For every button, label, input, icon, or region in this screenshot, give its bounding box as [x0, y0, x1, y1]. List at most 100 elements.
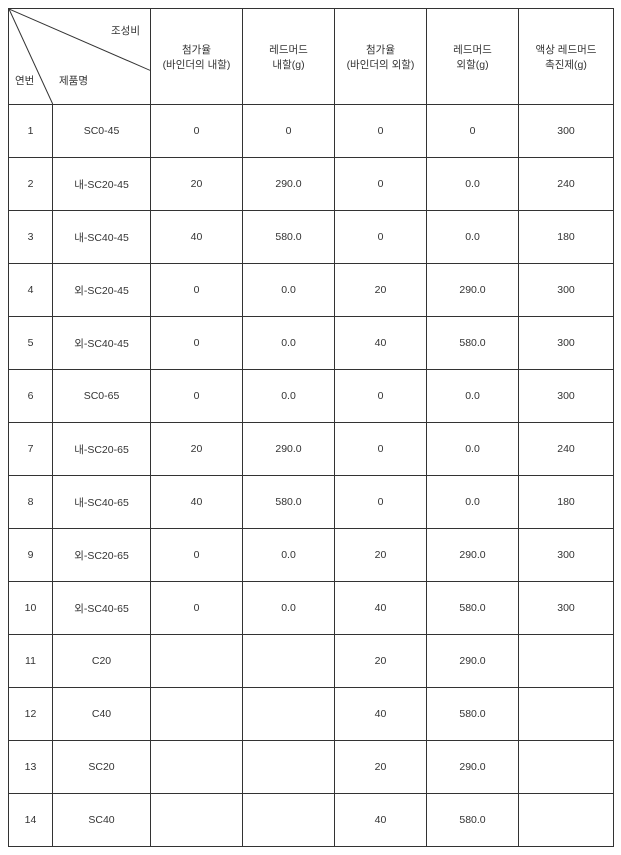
header-text: 액상 레드머드	[536, 44, 597, 56]
cell-additive-inner: 0	[151, 529, 243, 582]
cell-no: 9	[9, 529, 53, 582]
table-row: 7내-SC20-6520290.000.0240	[9, 423, 614, 476]
cell-no: 8	[9, 476, 53, 529]
cell-liquid-redmud	[519, 741, 614, 794]
cell-product-name: 외-SC20-45	[53, 264, 151, 317]
cell-additive-inner	[151, 688, 243, 741]
cell-redmud-outer: 0.0	[427, 476, 519, 529]
cell-additive-inner	[151, 794, 243, 847]
table-row: 13SC2020290.0	[9, 741, 614, 794]
header-text: (바인더의 외할)	[347, 59, 415, 71]
header-row: 조성비 연번 제품명 첨가율 (바인더의 내할) 레드머드 내할(g) 첨가율 …	[9, 9, 614, 105]
cell-liquid-redmud: 300	[519, 264, 614, 317]
cell-redmud-inner	[243, 741, 335, 794]
table-row: 10외-SC40-6500.040580.0300	[9, 582, 614, 635]
cell-product-name: 외-SC40-65	[53, 582, 151, 635]
cell-additive-inner: 20	[151, 423, 243, 476]
header-text: 레드머드	[453, 44, 492, 56]
cell-liquid-redmud: 300	[519, 317, 614, 370]
cell-additive-inner: 40	[151, 476, 243, 529]
cell-product-name: 내-SC20-45	[53, 158, 151, 211]
cell-redmud-outer: 580.0	[427, 794, 519, 847]
cell-product-name: 내-SC20-65	[53, 423, 151, 476]
cell-redmud-inner: 0	[243, 105, 335, 158]
cell-no: 14	[9, 794, 53, 847]
cell-additive-outer: 20	[335, 635, 427, 688]
cell-additive-outer: 0	[335, 370, 427, 423]
cell-additive-inner: 40	[151, 211, 243, 264]
cell-additive-outer: 0	[335, 423, 427, 476]
cell-additive-outer: 40	[335, 582, 427, 635]
cell-no: 10	[9, 582, 53, 635]
diag-label-product: 제품명	[59, 73, 88, 88]
cell-redmud-inner	[243, 688, 335, 741]
table-row: 9외-SC20-6500.020290.0300	[9, 529, 614, 582]
header-text: 외할(g)	[456, 59, 488, 71]
header-text: 레드머드	[269, 44, 308, 56]
table-row: 5외-SC40-4500.040580.0300	[9, 317, 614, 370]
cell-product-name: C20	[53, 635, 151, 688]
table-row: 8내-SC40-6540580.000.0180	[9, 476, 614, 529]
cell-no: 7	[9, 423, 53, 476]
cell-additive-outer: 20	[335, 741, 427, 794]
cell-additive-inner: 0	[151, 582, 243, 635]
cell-additive-outer: 40	[335, 794, 427, 847]
diagonal-header: 조성비 연번 제품명	[9, 9, 151, 105]
cell-no: 5	[9, 317, 53, 370]
cell-redmud-outer: 290.0	[427, 264, 519, 317]
cell-no: 6	[9, 370, 53, 423]
cell-redmud-inner: 0.0	[243, 529, 335, 582]
cell-no: 13	[9, 741, 53, 794]
cell-product-name: 외-SC20-65	[53, 529, 151, 582]
cell-additive-inner	[151, 741, 243, 794]
col-header-liquid-redmud: 액상 레드머드 촉진제(g)	[519, 9, 614, 105]
table-row: 14SC4040580.0	[9, 794, 614, 847]
table-row: 4외-SC20-4500.020290.0300	[9, 264, 614, 317]
cell-no: 4	[9, 264, 53, 317]
cell-additive-outer: 0	[335, 158, 427, 211]
header-text: 첨가율	[366, 44, 395, 56]
header-text: 첨가율	[182, 44, 211, 56]
cell-redmud-outer: 580.0	[427, 582, 519, 635]
col-header-additive-outer: 첨가율 (바인더의 외할)	[335, 9, 427, 105]
cell-additive-inner	[151, 635, 243, 688]
cell-redmud-inner: 0.0	[243, 582, 335, 635]
cell-no: 1	[9, 105, 53, 158]
cell-redmud-outer: 0.0	[427, 423, 519, 476]
cell-redmud-inner: 290.0	[243, 158, 335, 211]
col-header-redmud-outer: 레드머드 외할(g)	[427, 9, 519, 105]
diag-label-composition: 조성비	[111, 23, 140, 38]
cell-additive-outer: 20	[335, 529, 427, 582]
cell-additive-outer: 40	[335, 317, 427, 370]
cell-additive-inner: 0	[151, 105, 243, 158]
cell-product-name: SC0-45	[53, 105, 151, 158]
cell-no: 2	[9, 158, 53, 211]
header-text: 내할(g)	[272, 59, 304, 71]
cell-redmud-outer: 0	[427, 105, 519, 158]
cell-additive-outer: 0	[335, 476, 427, 529]
cell-liquid-redmud: 300	[519, 105, 614, 158]
table-row: 1SC0-450000300	[9, 105, 614, 158]
table-row: 12C4040580.0	[9, 688, 614, 741]
table-row: 2내-SC20-4520290.000.0240	[9, 158, 614, 211]
cell-liquid-redmud	[519, 794, 614, 847]
cell-redmud-inner: 0.0	[243, 317, 335, 370]
cell-no: 12	[9, 688, 53, 741]
cell-redmud-outer: 580.0	[427, 688, 519, 741]
cell-additive-inner: 20	[151, 158, 243, 211]
cell-redmud-inner: 0.0	[243, 370, 335, 423]
cell-liquid-redmud: 240	[519, 158, 614, 211]
cell-product-name: 외-SC40-45	[53, 317, 151, 370]
cell-liquid-redmud: 300	[519, 582, 614, 635]
header-text: (바인더의 내할)	[163, 59, 231, 71]
cell-redmud-inner: 0.0	[243, 264, 335, 317]
table-row: 3내-SC40-4540580.000.0180	[9, 211, 614, 264]
diag-label-no: 연번	[15, 73, 34, 88]
cell-redmud-outer: 290.0	[427, 635, 519, 688]
composition-table: 조성비 연번 제품명 첨가율 (바인더의 내할) 레드머드 내할(g) 첨가율 …	[8, 8, 614, 847]
cell-product-name: 내-SC40-65	[53, 476, 151, 529]
cell-redmud-outer: 290.0	[427, 529, 519, 582]
cell-no: 3	[9, 211, 53, 264]
cell-redmud-inner: 290.0	[243, 423, 335, 476]
cell-liquid-redmud	[519, 635, 614, 688]
